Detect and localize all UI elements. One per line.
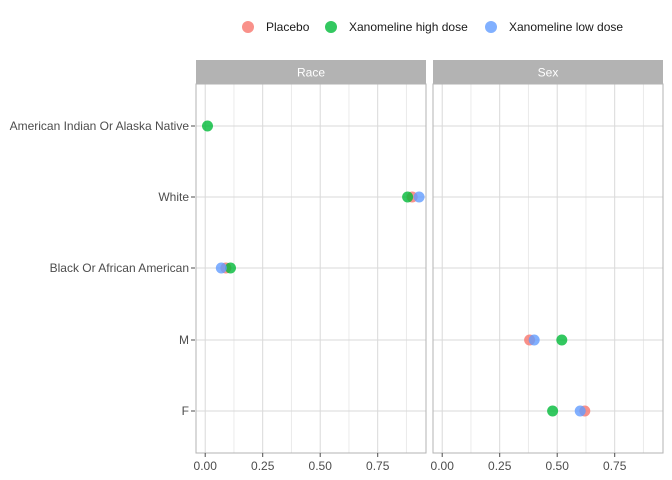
point-xanomeline-low-dose-black-or-african-american bbox=[215, 262, 227, 274]
panel-sex: Sex 0.00 0.25 0.50 0.75 bbox=[431, 60, 664, 473]
x-tick-label: 0.00 bbox=[431, 459, 455, 473]
x-tick-label: 0.25 bbox=[251, 459, 275, 473]
y-tick-label-american-indian-or-alaska-native: American Indian Or Alaska Native bbox=[10, 119, 190, 133]
point-xanomeline-low-dose-f bbox=[574, 405, 586, 417]
y-tick-label-black-or-african-american: Black Or African American bbox=[50, 261, 189, 275]
x-tick-label: 0.00 bbox=[194, 459, 218, 473]
point-xanomeline-high-dose-american-indian-or-alaska-native bbox=[202, 120, 213, 132]
panel-race: Race 0.00 0.25 0.50 0.75 bbox=[194, 60, 427, 473]
legend-key-xanomeline-high-dose bbox=[325, 21, 337, 33]
x-tick-label: 0.50 bbox=[546, 459, 570, 473]
y-tick-label-f: F bbox=[182, 404, 189, 418]
panel-border bbox=[432, 83, 664, 454]
point-xanomeline-low-dose-white bbox=[413, 191, 425, 203]
x-tick-label: 0.75 bbox=[603, 459, 627, 473]
legend-label-xanomeline-low-dose: Xanomeline low dose bbox=[509, 20, 623, 34]
x-tick-label: 0.25 bbox=[488, 459, 512, 473]
legend-item-xanomeline-high-dose: Xanomeline high dose bbox=[325, 20, 468, 34]
legend-key-placebo bbox=[242, 21, 254, 33]
point-xanomeline-low-dose-m bbox=[528, 334, 540, 346]
y-tick-label-white: White bbox=[158, 190, 189, 204]
x-tick-label: 0.50 bbox=[309, 459, 333, 473]
legend: Placebo Xanomeline high dose Xanomeline lo… bbox=[242, 20, 623, 34]
legend-label-placebo: Placebo bbox=[266, 20, 310, 34]
facet-strip-race bbox=[196, 60, 426, 84]
point-xanomeline-high-dose-f bbox=[547, 405, 559, 417]
facet-strip-label-sex: Sex bbox=[538, 66, 559, 80]
point-xanomeline-high-dose-black-or-african-american bbox=[225, 262, 236, 274]
panels: Race 0.00 0.25 0.50 0.75 Sex 0.00 0.25 0.50 0.75 bbox=[194, 60, 664, 473]
panel-border bbox=[195, 83, 427, 454]
facet-strip-label-race: Race bbox=[297, 66, 325, 80]
legend-item-xanomeline-low-dose: Xanomeline low dose bbox=[485, 20, 623, 34]
legend-key-xanomeline-low-dose bbox=[485, 21, 497, 33]
point-xanomeline-high-dose-white bbox=[402, 191, 414, 203]
y-axis: American Indian Or Alaska Native White Bla… bbox=[10, 119, 195, 418]
facet-strip-sex bbox=[433, 60, 663, 84]
legend-label-xanomeline-high-dose: Xanomeline high dose bbox=[349, 20, 468, 34]
point-xanomeline-high-dose-m bbox=[556, 334, 568, 346]
y-tick-label-m: M bbox=[179, 333, 189, 347]
x-tick-label: 0.75 bbox=[366, 459, 390, 473]
legend-item-placebo: Placebo bbox=[242, 20, 310, 34]
